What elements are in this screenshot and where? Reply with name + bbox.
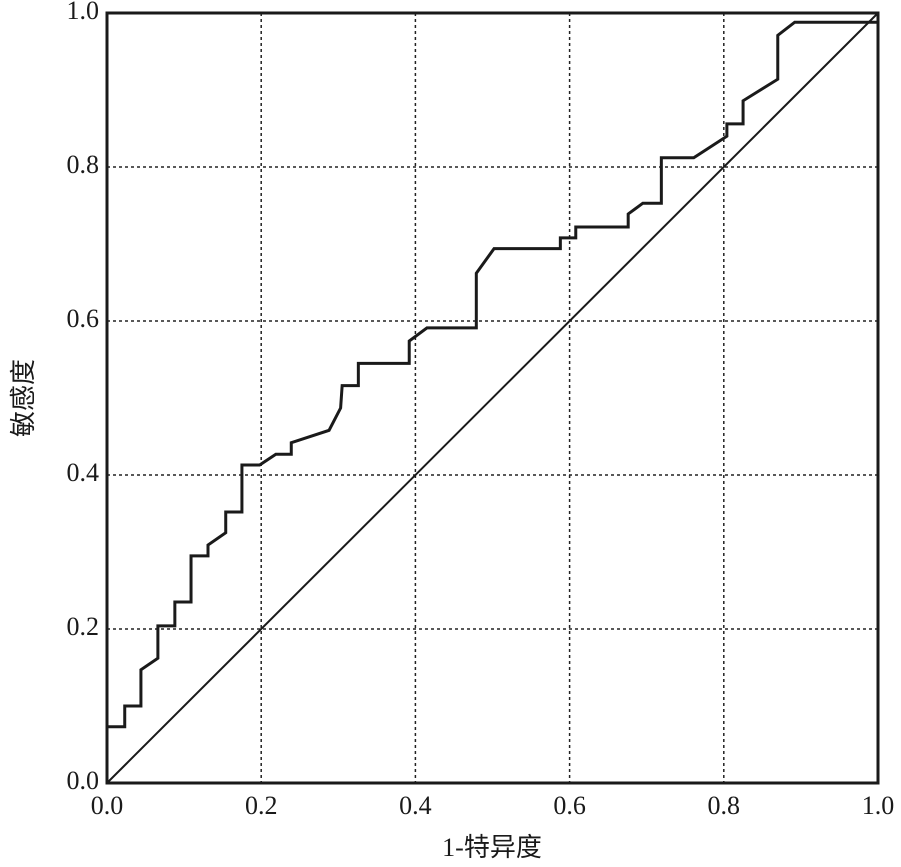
y-tick-label: 0.2 [67,612,100,641]
y-tick-label: 0.8 [67,150,100,179]
y-tick-label: 1.0 [67,0,100,25]
plot-frame [105,11,880,785]
line [107,20,878,729]
y-tick-label: 0.4 [67,458,100,487]
x-tick-label: 0.6 [553,791,586,820]
y-tick-label: 0.6 [67,304,100,333]
y-axis-label: 敏感度 [9,359,38,437]
line [106,12,879,784]
x-tick-label: 0.2 [245,791,278,820]
x-tick-label: 0.4 [399,791,432,820]
y-tick-label: 0.0 [67,766,100,795]
x-tick-label: 1.0 [862,791,895,820]
x-axis-label: 1-特异度 [442,833,542,862]
x-tick-label: 0.8 [708,791,741,820]
x-tick-label: 0.0 [91,791,124,820]
